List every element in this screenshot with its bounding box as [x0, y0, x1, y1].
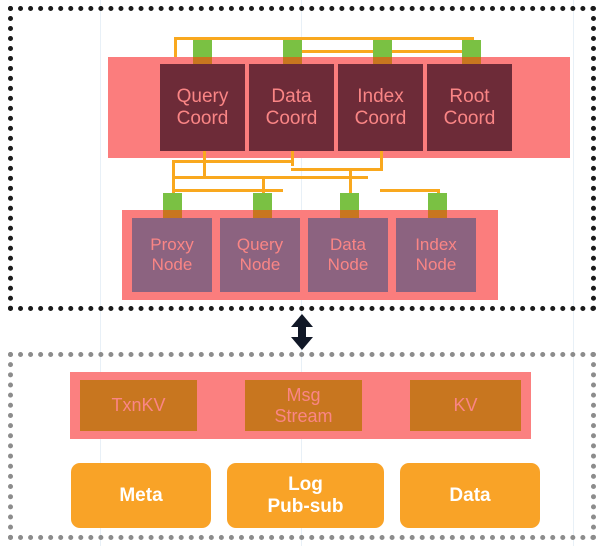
node-box-query-node[interactable]: Query Node — [220, 218, 300, 292]
storage-backend-label: Log Pub-sub — [267, 473, 344, 517]
storage-service-label: TxnKV — [111, 395, 166, 416]
coordinator-box-data-coord[interactable]: Data Coord — [249, 64, 334, 151]
pad-brown-data-node — [340, 210, 359, 220]
coordinator-box-root-coord[interactable]: Root Coord — [427, 64, 512, 151]
coordinator-label: Index Coord — [354, 85, 407, 129]
node-label: Query Node — [236, 235, 284, 274]
wire-drop-query-coord — [203, 151, 206, 178]
guide-line — [573, 0, 574, 546]
pad-brown-proxy-node — [163, 210, 182, 220]
node-label: Proxy Node — [150, 235, 194, 274]
node-label: Data Node — [327, 235, 369, 274]
wire-rail-b — [172, 176, 368, 179]
guide-line — [100, 0, 101, 546]
compute-layer-panel — [8, 6, 596, 311]
coordinator-label: Data Coord — [265, 85, 318, 129]
coordinator-label: Query Coord — [176, 85, 229, 129]
storage-backend-label: Data — [449, 484, 491, 506]
pad-green-proxy-node — [163, 193, 182, 210]
node-box-index-node[interactable]: Index Node — [396, 218, 476, 292]
pad-green-index-node — [428, 193, 447, 210]
wire-drop-data-coord — [291, 151, 294, 166]
wire-node-drop-data — [349, 168, 352, 210]
pad-brown-query-coord — [193, 57, 212, 67]
storage-service-kv[interactable]: KV — [410, 380, 521, 431]
pad-green-root-coord — [462, 40, 481, 57]
storage-backend-meta[interactable]: Meta — [71, 463, 211, 528]
storage-layer-panel — [8, 352, 596, 540]
node-box-data-node[interactable]: Data Node — [308, 218, 388, 292]
pad-brown-query-node — [253, 210, 272, 220]
pad-brown-root-coord — [462, 57, 481, 67]
wire-query-coord-top — [174, 37, 474, 40]
storage-service-msg-stream[interactable]: Msg Stream — [245, 380, 362, 431]
wire-node-drop-proxy — [172, 160, 175, 210]
coordinator-box-index-coord[interactable]: Index Coord — [338, 64, 423, 151]
double-arrow-vertical-icon — [291, 314, 313, 350]
coordinator-box-query-coord[interactable]: Query Coord — [160, 64, 245, 151]
storage-service-txnkv[interactable]: TxnKV — [80, 380, 197, 431]
pad-green-query-coord — [193, 40, 212, 57]
wire-rail-e — [380, 189, 440, 192]
wire-drop-index-coord — [380, 151, 383, 171]
node-label: Index Node — [415, 235, 457, 274]
pad-green-index-coord — [373, 40, 392, 57]
pad-green-data-node — [340, 193, 359, 210]
wire-rail-a — [172, 160, 291, 163]
pad-brown-data-coord — [283, 57, 302, 67]
wire-rail-d — [291, 168, 380, 171]
layer-connector — [288, 314, 316, 350]
wire-joint — [280, 189, 283, 192]
pad-green-query-node — [253, 193, 272, 210]
storage-service-label: Msg Stream — [274, 384, 333, 426]
wire-rail-c — [172, 189, 280, 192]
pad-brown-index-node — [428, 210, 447, 220]
node-box-proxy-node[interactable]: Proxy Node — [132, 218, 212, 292]
storage-backend-log-pub-sub[interactable]: Log Pub-sub — [227, 463, 384, 528]
storage-backend-data[interactable]: Data — [400, 463, 540, 528]
storage-service-label: KV — [453, 395, 478, 416]
pad-brown-index-coord — [373, 57, 392, 67]
pad-green-data-coord — [283, 40, 302, 57]
storage-backend-label: Meta — [119, 484, 163, 506]
coordinator-label: Root Coord — [443, 85, 496, 129]
